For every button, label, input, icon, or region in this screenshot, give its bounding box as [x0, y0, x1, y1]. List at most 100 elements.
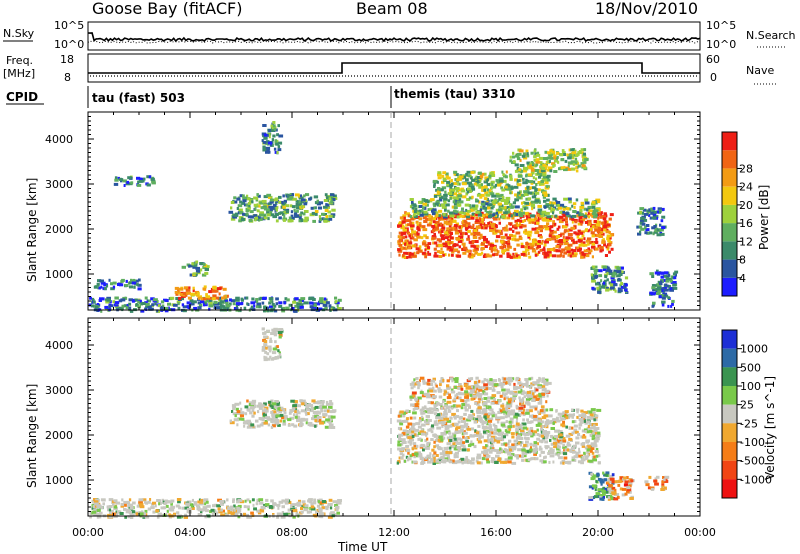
heatmap-cell	[304, 401, 307, 405]
heatmap-cell	[334, 296, 338, 300]
heatmap-cell	[571, 220, 574, 224]
heatmap-cell	[292, 404, 297, 408]
heatmap-cell	[286, 193, 290, 197]
heatmap-cell	[251, 297, 255, 301]
heatmap-cell	[510, 411, 515, 415]
heatmap-cell	[527, 252, 530, 255]
heatmap-cell	[551, 162, 556, 166]
heatmap-cell	[418, 224, 422, 228]
heatmap-cell	[507, 240, 510, 244]
heatmap-cell	[245, 513, 249, 517]
heatmap-cell	[510, 214, 513, 218]
heatmap-cell	[258, 305, 262, 309]
heatmap-cell	[470, 417, 473, 420]
heatmap-cell	[126, 180, 130, 184]
heatmap-cell	[246, 515, 252, 519]
heatmap-cell	[525, 458, 530, 462]
colorbar-tick-label: 12	[739, 235, 753, 248]
heatmap-cell	[165, 504, 169, 508]
heatmap-cell	[405, 409, 409, 413]
heatmap-cell	[553, 154, 557, 158]
heatmap-cell	[587, 205, 593, 209]
heatmap-cell	[566, 153, 569, 157]
heatmap-cell	[400, 231, 406, 235]
heatmap-cell	[443, 417, 446, 421]
heatmap-cell	[520, 194, 524, 197]
heatmap-cell	[242, 196, 248, 200]
heatmap-cell	[513, 224, 517, 228]
heatmap-cell	[544, 455, 547, 459]
heatmap-cell	[491, 457, 496, 461]
heatmap-cell	[278, 410, 282, 414]
heatmap-cell	[241, 513, 245, 517]
heatmap-cell	[593, 439, 599, 443]
heatmap-cell	[446, 247, 450, 251]
heatmap-cell	[525, 440, 529, 444]
heatmap-cell	[417, 432, 422, 435]
heatmap-cell	[516, 166, 520, 170]
heatmap-cell	[138, 278, 141, 282]
heatmap-cell	[530, 429, 534, 433]
heatmap-cell	[578, 247, 582, 251]
heatmap-cell	[444, 415, 448, 419]
heatmap-cell	[416, 232, 420, 236]
heatmap-cell	[548, 206, 551, 210]
heatmap-cell	[438, 435, 443, 439]
heatmap-cell	[404, 235, 408, 239]
heatmap-cell	[476, 414, 482, 418]
heatmap-cell	[474, 444, 477, 448]
heatmap-cell	[193, 292, 198, 296]
heatmap-cell	[123, 507, 127, 511]
heatmap-cell	[520, 252, 526, 256]
heatmap-cell	[269, 210, 273, 214]
heatmap-cell	[581, 435, 587, 439]
heatmap-cell	[541, 167, 546, 171]
heatmap-cell	[568, 200, 572, 204]
heatmap-cell	[583, 214, 587, 218]
heatmap-cell	[471, 195, 474, 199]
heatmap-cell	[311, 507, 316, 511]
heatmap-cell	[502, 179, 507, 183]
heatmap-cell	[100, 506, 104, 510]
heatmap-cell	[531, 186, 537, 190]
heatmap-cell	[397, 426, 401, 430]
heatmap-cell	[318, 215, 321, 218]
heatmap-cell	[131, 281, 137, 285]
heatmap-cell	[561, 218, 566, 222]
heatmap-cell	[505, 411, 508, 415]
heatmap-cell	[487, 440, 493, 444]
heatmap-cell	[465, 192, 469, 196]
heatmap-cell	[520, 443, 522, 447]
heatmap-cell	[425, 418, 428, 422]
heatmap-cell	[264, 213, 266, 217]
heatmap-cell	[185, 502, 190, 506]
heatmap-cell	[320, 409, 324, 413]
heatmap-cell	[475, 244, 480, 248]
heatmap-cell	[516, 417, 519, 421]
heatmap-cell	[313, 206, 316, 210]
heatmap-cell	[542, 432, 546, 436]
heatmap-cell	[533, 414, 537, 418]
heatmap-cell	[529, 432, 533, 435]
heatmap-cell	[522, 156, 528, 160]
heatmap-cell	[440, 188, 444, 192]
heatmap-cell	[673, 286, 678, 290]
heatmap-cell	[593, 269, 598, 273]
heatmap-cell	[328, 498, 333, 502]
heatmap-cell	[583, 243, 588, 247]
heatmap-cell	[312, 414, 315, 418]
heatmap-cell	[285, 416, 289, 420]
heatmap-cell	[420, 236, 424, 240]
colorbar-tick-label: 28	[739, 162, 753, 175]
heatmap-cell	[327, 203, 330, 207]
heatmap-cell	[203, 301, 207, 305]
heatmap-cell	[454, 415, 460, 418]
heatmap-cell	[445, 391, 450, 395]
heatmap-cell	[474, 429, 477, 433]
heatmap-cell	[418, 217, 423, 221]
heatmap-cell	[398, 239, 403, 243]
heatmap-cell	[318, 418, 322, 422]
heatmap-cell	[481, 411, 485, 415]
heatmap-cell	[293, 208, 296, 212]
heatmap-cell	[128, 503, 133, 507]
